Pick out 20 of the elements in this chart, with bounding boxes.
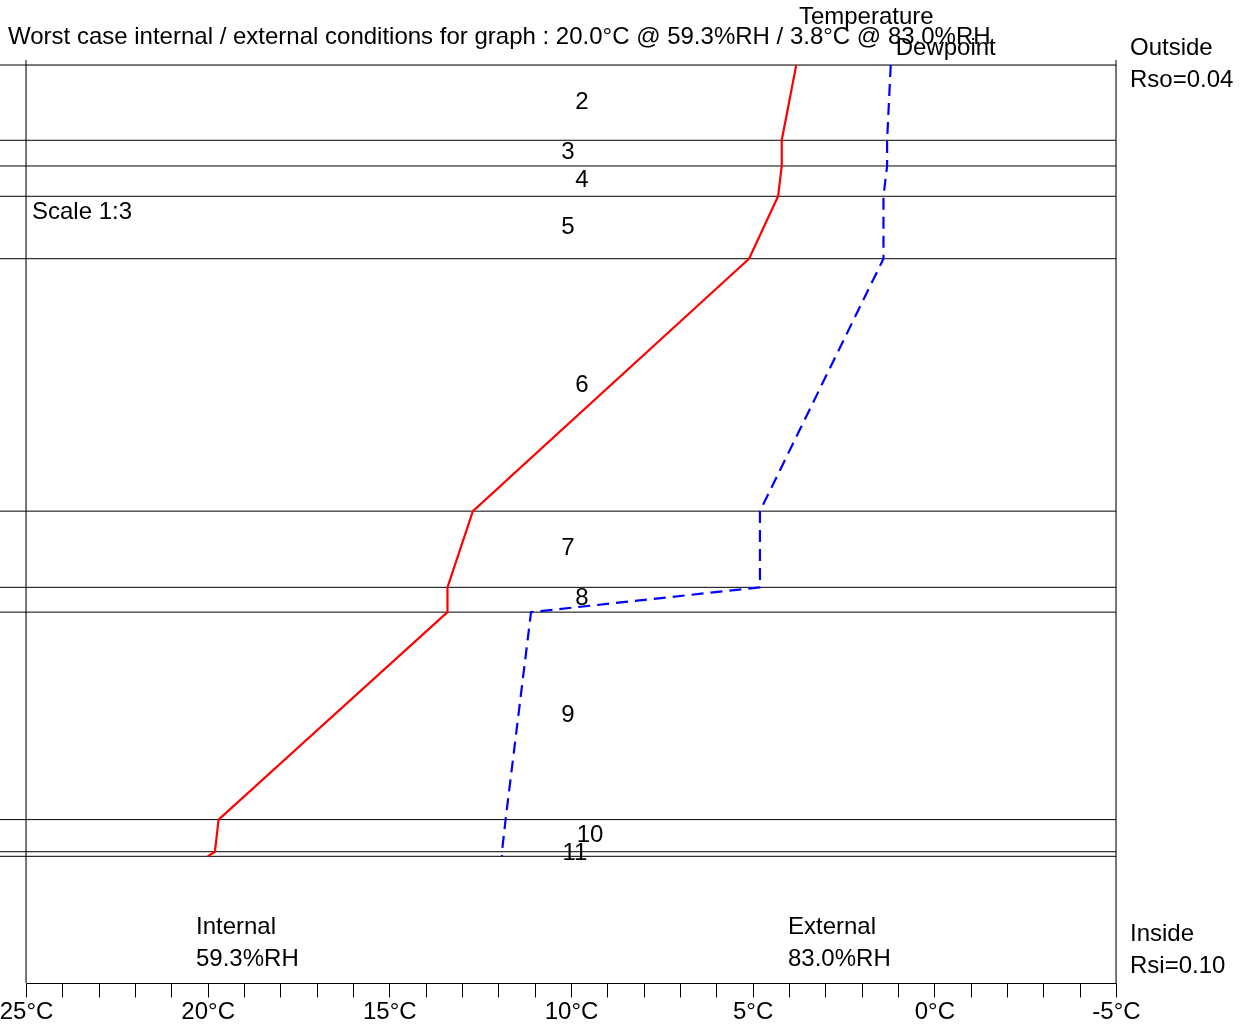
text: Outside Rso=0.04 (1130, 33, 1234, 92)
x-tick-label: 20°C (181, 996, 235, 1024)
annotation: 9 (561, 700, 575, 727)
annotation: Internal 59.3%RH (196, 912, 299, 971)
x-tick-label: 0°C (914, 996, 955, 1024)
annotation: 3 (561, 137, 575, 164)
annotation: Scale 1:3 (32, 197, 133, 224)
annotation: External 83.0%RH (788, 912, 891, 971)
annotation: 8 (575, 583, 589, 610)
x-tick-label: 25°C (0, 996, 54, 1024)
x-tick-label: -5°C (1092, 996, 1141, 1024)
text: Inside Rsi=0.10 (1130, 919, 1226, 978)
annotation: 2 (575, 87, 589, 114)
annotation: 4 (575, 165, 589, 192)
x-tick-label: 5°C (733, 996, 774, 1024)
annotation: 6 (575, 370, 589, 397)
annotation: 7 (561, 533, 575, 560)
annotation: 5 (561, 212, 575, 239)
x-tick-label: 15°C (363, 996, 417, 1024)
x-tick-label: 10°C (544, 996, 599, 1024)
